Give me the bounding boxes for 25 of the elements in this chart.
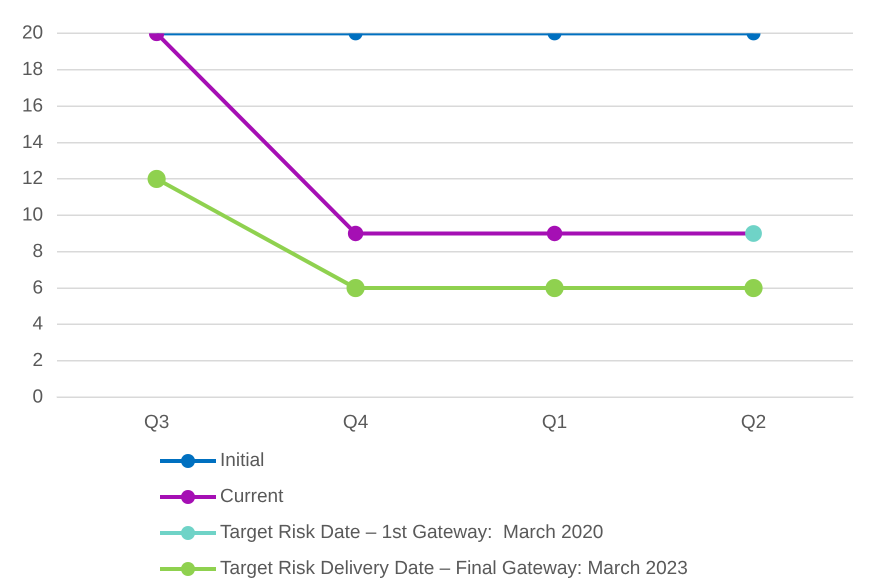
- y-tick-label: 0: [32, 386, 44, 408]
- y-tick-label: 20: [22, 22, 44, 44]
- x-tick-label: Q3: [144, 412, 170, 433]
- y-tick-label: 4: [32, 314, 44, 335]
- y-tick-label: 16: [22, 95, 44, 116]
- x-tick-label: Q4: [342, 412, 369, 433]
- point: [545, 278, 564, 298]
- y-tick-label: 14: [22, 132, 44, 153]
- y-tick-label: 8: [32, 240, 44, 262]
- y-tick-label: 6: [32, 277, 44, 298]
- point: [546, 226, 562, 242]
- point: [346, 278, 365, 298]
- y-tick-label: 2: [32, 350, 44, 372]
- x-tick-label: Q2: [740, 412, 766, 433]
- x-tick-label: Q1: [542, 412, 568, 433]
- point: [744, 278, 763, 298]
- legend-label: Target Risk Delivery Date – Final Gateway: March 2023: [220, 558, 688, 580]
- point: [348, 226, 364, 242]
- legend-label: Current: [220, 486, 284, 508]
- point: [148, 170, 166, 188]
- y-tick-label: 18: [22, 59, 44, 80]
- y-tick-label: 10: [22, 204, 44, 226]
- y-tick-label: 12: [22, 168, 44, 190]
- legend-label: Target Risk Date – 1st Gateway: March 2020: [220, 522, 604, 544]
- legend-label: Initial: [220, 450, 264, 472]
